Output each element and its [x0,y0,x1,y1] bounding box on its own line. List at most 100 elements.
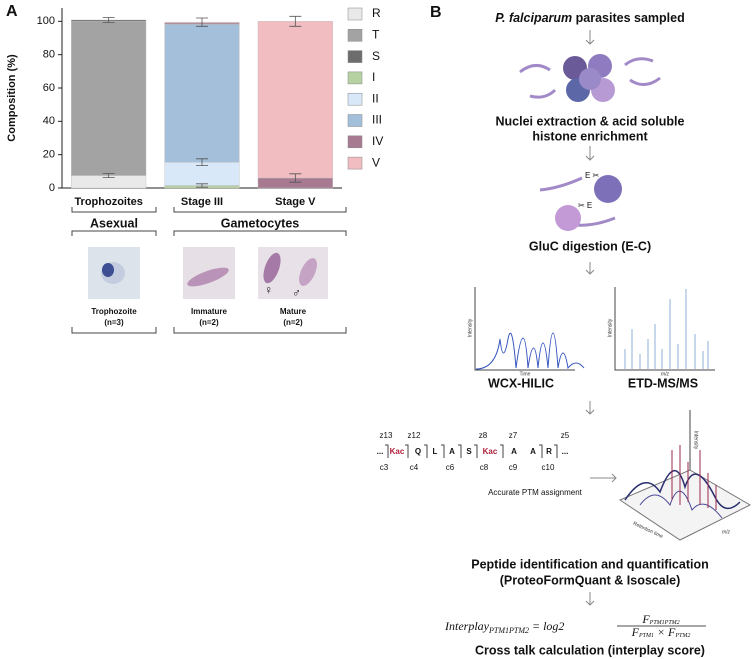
c-ion: c8 [480,463,489,472]
axis-label: Intensity [607,318,613,337]
y-axis-label: Composition (%) [6,54,18,142]
sample-label: Mature [280,307,307,316]
formula-den: FPTM1 × FPTM2 [631,625,691,640]
panel-a: A Composition (%) 0 20 40 60 80 100 Trophozoit… [6,3,383,208]
c-ion: c3 [380,463,389,472]
cleavage [554,444,558,458]
nucleus [102,263,114,277]
legend-label: IV [372,134,383,148]
y-tick-label: 40 [43,115,55,127]
bar-segment [257,21,333,179]
surface [624,470,741,510]
residue: ... [562,447,569,456]
x-tick-label: Stage V [275,196,316,208]
step-label: (ProteoFormQuant & Isoscale) [500,573,681,587]
legend-label: T [372,27,380,41]
residue: A [511,447,517,456]
group-label: Asexual [90,216,138,230]
step-label: Nuclei extraction & acid soluble [496,114,685,128]
c-ion: c6 [446,463,455,472]
y-tick-label: 100 [37,15,55,27]
histone-tail [519,57,661,99]
cleavage [474,444,478,458]
sample-label: Trophozoite [91,307,137,316]
error-bar [289,15,302,27]
axis [614,287,715,371]
arrow [585,146,595,161]
group-label: Gametocytes [221,216,300,230]
residue: R [546,447,552,456]
cleavage [424,444,428,458]
sample-n: (n=2) [199,318,219,327]
z-ion: z8 [479,431,488,440]
legend-swatch [347,50,363,63]
cleavage [539,444,543,458]
symbol: ♀ [264,283,273,297]
residue: L [433,447,438,456]
legend-swatch [347,92,363,106]
arrow [585,262,595,275]
histone [579,68,601,90]
residue: A [449,447,455,456]
cleavage [458,444,462,458]
y-tick-label: 60 [43,82,55,94]
legend-swatch [347,7,363,21]
step-label: Peptide identification and quantificatio… [471,557,709,571]
legend-swatch [347,71,363,85]
residue: ... [377,447,384,456]
panel-b: B P. falciparum parasites sampled Nuclei… [377,4,752,657]
spectrum [624,289,709,369]
method-label: WCX-HILIC [488,376,554,390]
y-tick-label: 20 [43,149,55,161]
bar-segment [164,24,240,163]
step-label: histone enrichment [532,129,648,143]
c-ion: c9 [509,463,518,472]
y-tick-label: 0 [49,182,55,194]
legend-swatch [347,114,363,127]
z-ion: z13 [380,431,393,440]
c-ion: c10 [542,463,555,472]
residue: S [466,447,472,456]
cleavage [500,444,504,458]
residue: A [530,447,536,456]
chromatogram [475,332,585,370]
axis [474,287,575,371]
legend-swatch [347,156,363,170]
arrow [590,473,617,483]
arrow [585,30,595,45]
sample-n: (n=3) [104,318,124,327]
error-bar [196,183,208,188]
histone [594,175,622,203]
step-label: GluC digestion (E-C) [529,239,651,253]
x-tick-label: Trophozoites [74,196,142,208]
cleavage [385,444,389,458]
sample-n: (n=2) [283,318,303,327]
peaks [671,445,717,510]
arrow [585,592,595,606]
legend-label: III [372,113,382,127]
symbol: ♂ [292,286,301,300]
y-tick-label: 80 [43,49,55,61]
axis-label: m/z [661,371,670,377]
cell [299,258,317,286]
method-label: ETD-MS/MS [628,376,698,390]
arrow [585,401,595,415]
formula: InterplayPTM1PTM2 = log2 [444,619,564,635]
site: ✂ E [578,201,592,210]
sequence: ... Kac Q L A S Kac A A R ... z13 z12 z8 z7 z5 c3 c4 c6 c8 c… [377,431,570,472]
z-ion: z7 [509,431,518,440]
z-ion: z5 [561,431,570,440]
step-label: Cross talk calculation (interplay score) [475,643,705,657]
samples: Asexual Gametocytes ♀ ♂ Trophozoite (n=3… [71,207,347,334]
legend-label: V [372,155,380,169]
panel-label: A [6,3,18,20]
cleavage [441,444,445,458]
x-tick-label: Stage III [181,196,223,208]
legend-label: R [372,6,381,20]
step-title: P. falciparum parasites sampled [495,11,684,25]
error-bar [102,173,115,178]
legend-label: S [372,49,380,63]
site: E ✂ [585,171,600,180]
c-ion: c4 [410,463,419,472]
z-ion: z12 [408,431,421,440]
